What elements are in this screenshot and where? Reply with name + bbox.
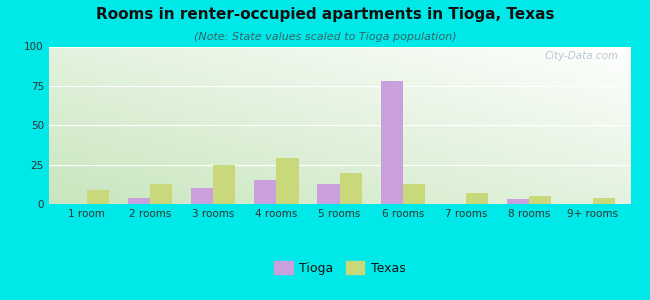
Bar	[254, 180, 276, 204]
Bar	[150, 184, 172, 204]
Bar	[507, 199, 529, 204]
Bar	[276, 158, 298, 204]
Bar	[381, 81, 403, 204]
Text: (Note: State values scaled to Tioga population): (Note: State values scaled to Tioga popu…	[194, 32, 456, 41]
Bar	[529, 196, 551, 204]
Bar	[86, 190, 109, 204]
Text: City-Data.com: City-Data.com	[545, 51, 619, 61]
Bar	[593, 198, 615, 204]
Legend: Tioga, Texas: Tioga, Texas	[269, 256, 410, 280]
Bar	[466, 193, 488, 204]
Bar	[128, 198, 150, 204]
Bar	[213, 165, 235, 204]
Bar	[403, 184, 425, 204]
Bar	[339, 172, 362, 204]
Bar	[191, 188, 213, 204]
Bar	[317, 184, 340, 204]
Text: Rooms in renter-occupied apartments in Tioga, Texas: Rooms in renter-occupied apartments in T…	[96, 8, 554, 22]
